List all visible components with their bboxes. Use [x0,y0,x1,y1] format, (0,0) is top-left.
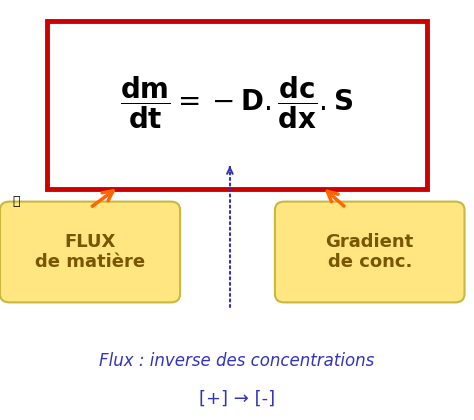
Text: Gradient
de conc.: Gradient de conc. [326,233,414,271]
Text: $\dfrac{\mathbf{dm}}{\mathbf{dt}} = -\mathbf{D}.\dfrac{\mathbf{dc}}{\mathbf{dx}}: $\dfrac{\mathbf{dm}}{\mathbf{dt}} = -\ma… [120,75,354,131]
FancyBboxPatch shape [47,21,427,189]
Text: 🗒: 🗒 [13,195,20,208]
Text: FLUX
de matière: FLUX de matière [35,233,145,271]
Text: [+] → [-]: [+] → [-] [199,390,275,408]
FancyBboxPatch shape [275,202,465,302]
FancyBboxPatch shape [0,202,180,302]
Text: Flux : inverse des concentrations: Flux : inverse des concentrations [100,352,374,370]
